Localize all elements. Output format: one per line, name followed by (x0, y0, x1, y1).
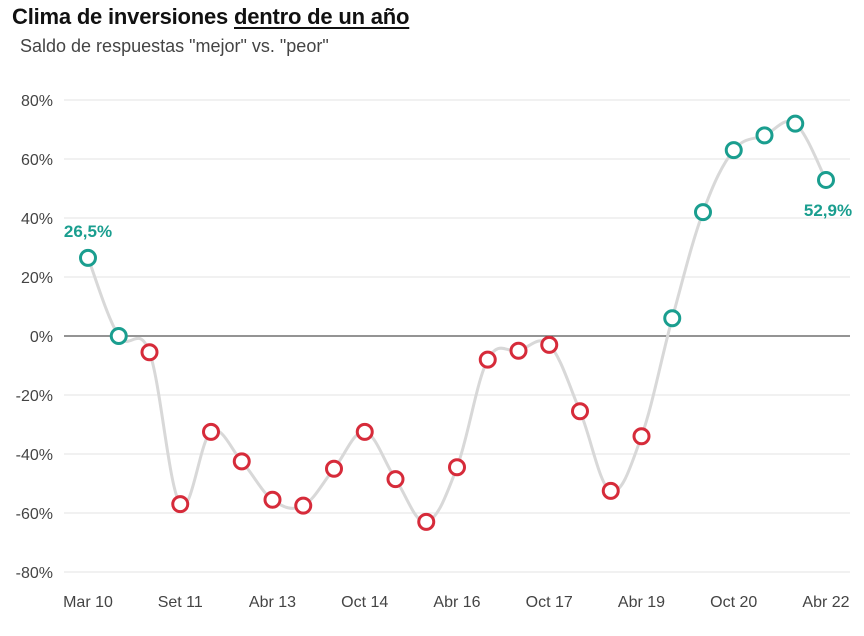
data-point (140, 343, 159, 362)
data-point (79, 248, 97, 267)
data-point (109, 327, 128, 345)
y-tick-label: 0% (30, 329, 53, 346)
chart-title: Clima de inversiones dentro de un año (12, 4, 409, 30)
data-point (571, 402, 589, 421)
y-tick-label: -40% (16, 447, 53, 464)
data-point (786, 114, 805, 133)
x-axis-ticks: Mar 10 Set 11 Abr 13 Oct 14 Abr 16 Oct 17 Abr … (63, 594, 850, 611)
x-tick-label: Oct 14 (341, 594, 388, 611)
data-label-last: 52,9% (804, 201, 852, 220)
data-point (478, 350, 497, 369)
data-point (325, 459, 343, 478)
data-point (817, 170, 835, 189)
x-tick-label: Abr 19 (618, 594, 665, 611)
y-tick-label: -80% (16, 565, 53, 582)
x-tick-label: Set 11 (158, 594, 203, 611)
chart-subtitle: Saldo de respuestas "mejor" vs. "peor" (20, 36, 329, 56)
x-tick-label: Mar 10 (63, 594, 113, 611)
data-point (448, 458, 466, 477)
data-point (202, 422, 220, 441)
data-label-first: 26,5% (64, 222, 112, 241)
x-tick-label: Abr 13 (249, 594, 296, 611)
data-point (632, 427, 651, 446)
data-point (724, 141, 743, 160)
data-point (540, 335, 559, 354)
y-tick-label: -20% (16, 388, 53, 405)
data-labels: 26,5% 52,9% (64, 201, 852, 241)
data-point (417, 512, 436, 531)
data-point (294, 496, 313, 515)
data-points (79, 114, 835, 531)
y-tick-label: 60% (21, 152, 53, 169)
data-point (663, 309, 682, 328)
gridlines (64, 99, 850, 573)
y-tick-label: 20% (21, 270, 53, 287)
y-tick-label: 80% (21, 93, 53, 110)
chart-title-part1: Clima de inversiones (12, 4, 234, 29)
y-axis-ticks: 80% 60% 40% 20% 0% -20% -40% -60% -80% (16, 93, 53, 582)
data-point (232, 452, 251, 471)
data-point (509, 341, 528, 360)
data-point (171, 495, 190, 514)
data-point (694, 203, 712, 222)
x-tick-label: Oct 17 (526, 594, 573, 611)
x-tick-label: Oct 20 (710, 594, 757, 611)
x-tick-label: Abr 16 (433, 594, 480, 611)
data-point (755, 126, 774, 145)
y-tick-label: -60% (16, 506, 53, 523)
data-point (601, 481, 620, 500)
data-point (386, 470, 405, 489)
x-tick-label: Abr 22 (802, 594, 849, 611)
chart-title-part2: dentro de un año (234, 4, 410, 29)
y-tick-label: 40% (21, 211, 53, 228)
data-point (355, 422, 374, 441)
data-point (263, 490, 282, 509)
